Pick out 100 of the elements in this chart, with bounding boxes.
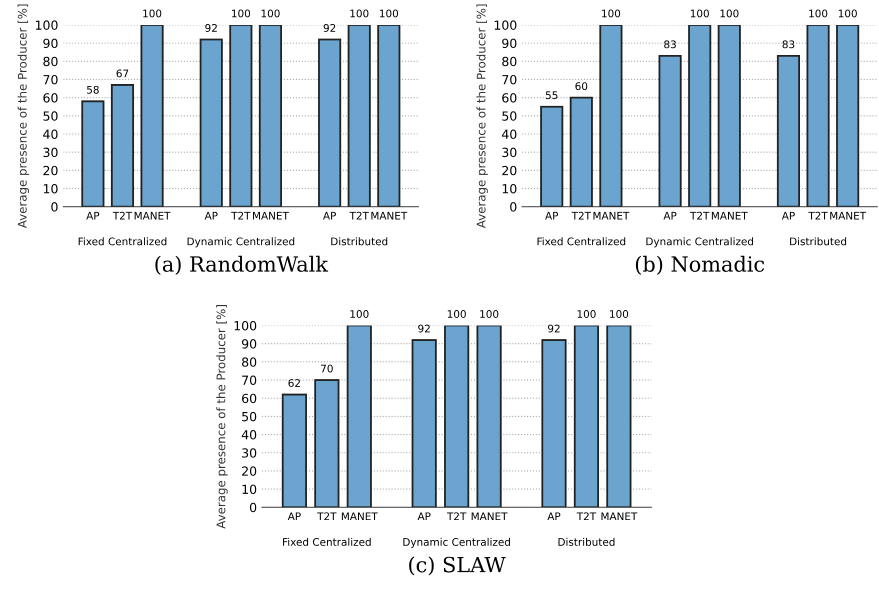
- y-tick-label: 20: [502, 166, 516, 176]
- data-label: 100: [610, 310, 628, 318]
- data-label: 70: [321, 364, 333, 372]
- data-label: 92: [205, 24, 217, 32]
- y-axis-title: Average presence of the Producer [%]: [476, 4, 488, 228]
- y-axis-title: Average presence of the Producer [%]: [216, 305, 228, 529]
- y-tick-label: 0: [250, 502, 256, 512]
- y-tick-label: 70: [242, 376, 256, 385]
- x-tick-label: AP: [547, 512, 560, 520]
- x-tick-label: AP: [86, 212, 100, 220]
- data-label: 67: [116, 69, 128, 78]
- y-tick-label: 50: [43, 111, 58, 121]
- text: Fixed Centralized: [78, 237, 166, 246]
- y-tick-label: 20: [43, 166, 58, 176]
- data-label: 92: [548, 324, 560, 332]
- text: (b) Nomadic: [636, 256, 764, 275]
- y-tick-label: 60: [502, 93, 516, 103]
- data-label: 92: [324, 24, 336, 32]
- text: Distributed: [558, 538, 614, 546]
- text: Dynamic Centralized: [403, 538, 510, 548]
- x-tick-label: MANET: [472, 512, 508, 520]
- data-label: 58: [87, 86, 99, 94]
- y-tick-label: 60: [43, 93, 58, 103]
- y-tick-label: 10: [44, 184, 58, 194]
- data-label: 100: [809, 9, 828, 18]
- x-tick-label: MANET: [601, 512, 638, 520]
- data-label: 100: [350, 9, 368, 18]
- x-tick-label: AP: [663, 212, 676, 220]
- y-tick-label: 90: [43, 38, 58, 48]
- x-tick-label: T2T: [446, 512, 466, 520]
- y-tick-label: 40: [43, 129, 58, 139]
- x-tick-label: AP: [288, 512, 301, 520]
- y-tick-label: 90: [242, 339, 256, 349]
- y-tick-label: 100: [36, 20, 58, 30]
- y-tick-label: 100: [494, 20, 516, 30]
- y-tick-label: 40: [502, 129, 516, 139]
- data-label: 83: [782, 40, 794, 48]
- text: Dynamic Centralized: [646, 237, 754, 248]
- y-tick-label: 80: [502, 56, 516, 66]
- data-label: 100: [480, 310, 498, 318]
- x-tick-label: T2T: [808, 212, 828, 220]
- x-tick-label: MANET: [253, 212, 289, 220]
- data-label: 100: [448, 310, 466, 318]
- data-label: 100: [232, 9, 250, 18]
- x-tick-label: MANET: [712, 212, 748, 220]
- data-label: 100: [838, 9, 857, 18]
- y-tick-label: 0: [510, 202, 516, 212]
- y-tick-label: 50: [242, 412, 256, 422]
- y-axis-title: Average presence of the Producer [%]: [18, 4, 30, 228]
- y-tick-label: 70: [502, 74, 516, 84]
- x-tick-label: AP: [323, 212, 336, 220]
- text: Distributed: [790, 237, 846, 246]
- y-tick-label: 40: [242, 430, 256, 440]
- x-tick-label: AP: [204, 212, 218, 220]
- data-label: 100: [350, 310, 369, 318]
- x-tick-label: T2T: [576, 512, 596, 520]
- data-label: 92: [418, 324, 430, 332]
- y-tick-label: 70: [44, 74, 58, 84]
- y-tick-label: 80: [43, 56, 58, 66]
- text: Fixed Centralized: [283, 538, 371, 546]
- data-label: 83: [664, 40, 676, 48]
- x-tick-label: MANET: [342, 512, 378, 520]
- text: (a) RandomWalk: [155, 256, 328, 275]
- x-tick-label: T2T: [231, 212, 251, 220]
- x-tick-label: MANET: [594, 212, 630, 220]
- data-label: 100: [720, 9, 739, 18]
- x-tick-label: T2T: [690, 212, 710, 220]
- x-tick-label: AP: [782, 212, 795, 220]
- data-label: 100: [380, 9, 398, 18]
- data-label: 62: [288, 379, 300, 388]
- x-tick-label: T2T: [317, 512, 337, 520]
- x-tick-label: MANET: [830, 212, 866, 220]
- text: Dynamic Centralized: [188, 237, 294, 248]
- x-tick-label: MANET: [134, 212, 171, 220]
- x-tick-label: AP: [545, 212, 558, 220]
- data-label: 100: [602, 9, 620, 18]
- data-label: 60: [575, 82, 588, 90]
- text: (c) SLAW: [409, 556, 506, 576]
- y-tick-label: 30: [502, 148, 516, 158]
- y-tick-label: 20: [242, 466, 256, 476]
- y-tick-label: 30: [242, 448, 256, 458]
- y-tick-label: 10: [242, 484, 256, 494]
- data-label: 100: [262, 9, 280, 18]
- y-tick-label: 90: [502, 38, 516, 48]
- data-label: 100: [690, 9, 709, 18]
- y-tick-label: 60: [242, 394, 256, 404]
- y-tick-label: 100: [234, 320, 256, 330]
- x-tick-label: MANET: [371, 212, 408, 220]
- x-tick-label: T2T: [350, 212, 369, 220]
- y-tick-label: 0: [51, 202, 58, 212]
- data-label: 100: [143, 9, 162, 18]
- y-tick-label: 50: [502, 111, 516, 121]
- y-tick-label: 10: [502, 184, 516, 194]
- x-tick-label: T2T: [112, 212, 132, 220]
- text: Fixed Centralized: [538, 237, 626, 246]
- y-tick-label: 80: [242, 357, 256, 367]
- text: Distributed: [331, 237, 388, 246]
- data-label: 55: [546, 91, 558, 100]
- data-label: 100: [578, 310, 596, 318]
- x-tick-label: T2T: [572, 212, 592, 220]
